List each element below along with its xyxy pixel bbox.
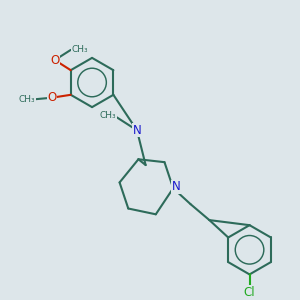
Text: O: O — [47, 91, 56, 104]
Text: N: N — [133, 124, 141, 137]
Text: N: N — [172, 180, 180, 193]
Text: CH₃: CH₃ — [100, 111, 116, 120]
Text: CH₃: CH₃ — [71, 45, 88, 54]
Text: CH₃: CH₃ — [19, 95, 36, 104]
Text: O: O — [50, 53, 59, 67]
Text: Cl: Cl — [244, 286, 255, 299]
